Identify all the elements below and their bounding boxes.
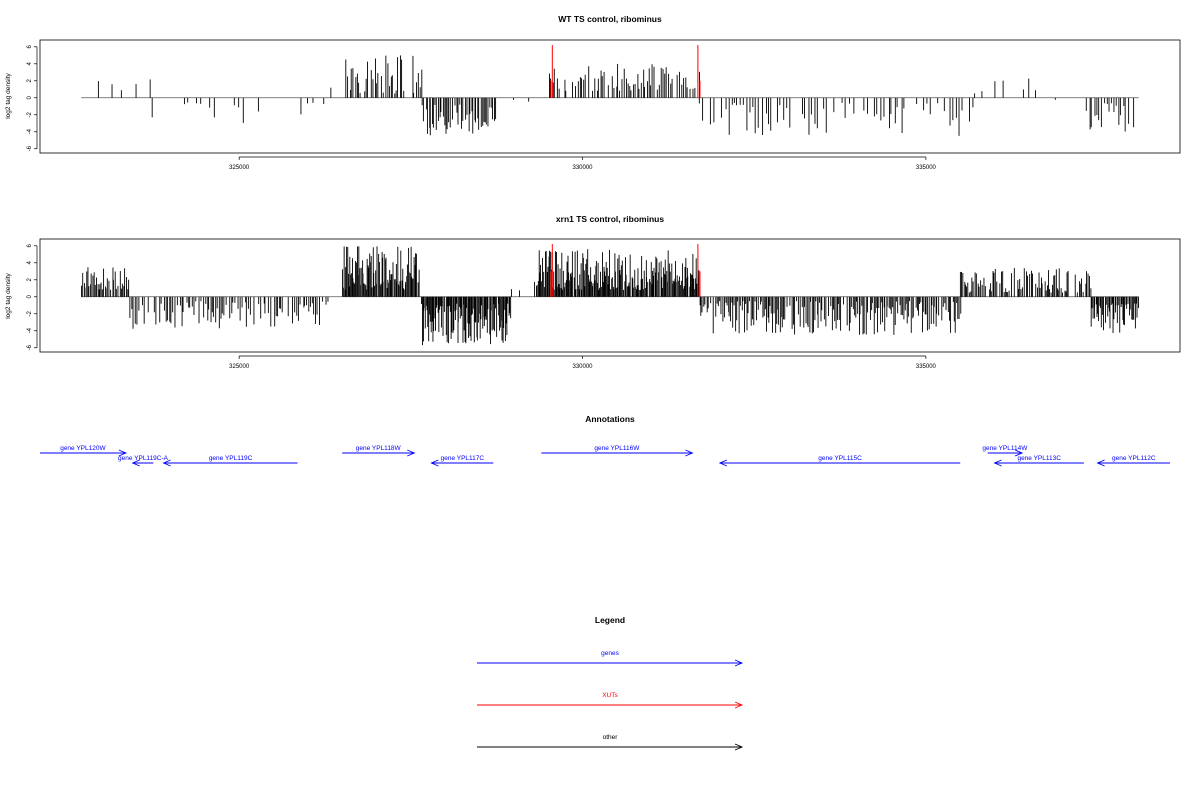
gene-label: gene YPL119C <box>209 455 253 462</box>
gene-arrow-head <box>1014 449 1024 457</box>
legend-entry-label: genes <box>601 650 619 657</box>
y-tick-label: -6 <box>27 145 33 151</box>
y-tick-label: 0 <box>27 294 33 298</box>
y-tick-label: -4 <box>27 327 33 333</box>
wt-plot-frame <box>39 39 1181 154</box>
gene-arrow-head <box>162 459 171 467</box>
xrn1-y-axis: -6 -4 -2 0 2 4 6 <box>27 243 38 350</box>
xrn1-y-axis-label: log2 tag density <box>5 272 12 318</box>
x-tick-label: 335000 <box>916 364 937 370</box>
y-tick-label: -2 <box>27 310 33 316</box>
xrn1-x-axis: 325000 330000 335000 <box>229 355 937 370</box>
y-tick-label: 2 <box>27 277 33 281</box>
wt-x-axis: 325000 330000 335000 <box>229 156 937 171</box>
gene-label: gene YPL113C <box>1017 455 1061 462</box>
legend-entry-label: other <box>603 734 619 741</box>
gene-label: gene YPL119C-A <box>118 455 169 462</box>
wt-panel-title: WT TS control, ribominus <box>558 14 662 24</box>
x-tick-label: 325000 <box>229 165 250 171</box>
y-tick-label: 6 <box>27 243 33 247</box>
legend-entry-label: XUTs <box>602 692 618 699</box>
legend-entry-arrow-head <box>734 659 744 667</box>
y-tick-label: 4 <box>27 260 33 264</box>
y-tick-label: 0 <box>27 95 33 99</box>
gene-arrow-head <box>718 459 728 467</box>
x-tick-label: 325000 <box>229 364 250 370</box>
x-tick-label: 330000 <box>573 364 594 370</box>
gene-arrow-head <box>131 459 140 467</box>
gene-arrows: gene YPL120W gene YPL119C-A gene YPL119C ge… <box>40 445 1170 467</box>
xrn1-plot-frame <box>39 238 1181 353</box>
gene-arrow-head <box>685 449 694 457</box>
x-tick-label: 335000 <box>916 165 937 171</box>
legend-title: Legend <box>595 615 625 625</box>
gene-label: gene YPL120W <box>60 445 106 452</box>
y-tick-label: -4 <box>27 128 33 134</box>
gene-arrow-head <box>118 449 127 457</box>
y-tick-label: 2 <box>27 78 33 82</box>
xrn1-panel-title: xrn1 TS control, ribominus <box>556 214 664 224</box>
y-tick-label: -2 <box>27 111 33 117</box>
gene-label: gene YPL115C <box>818 455 862 462</box>
xrn1-coverage-panel: xrn1 TS control, ribominus log2 tag dens… <box>5 214 1181 370</box>
legend-entries: genes XUTs other <box>477 650 744 751</box>
y-tick-label: 6 <box>27 44 33 48</box>
wt-highlights <box>550 45 701 98</box>
gene-label: gene YPL114W <box>982 445 1028 452</box>
gene-label: gene YPL116W <box>594 445 640 452</box>
gene-arrow-head <box>1096 459 1105 467</box>
wt-y-axis-label: log2 tag density <box>5 72 12 118</box>
gene-arrow-head <box>430 459 439 467</box>
y-tick-label: 4 <box>27 61 33 65</box>
xrn1-highlights <box>550 244 701 297</box>
gene-label: gene YPL118W <box>356 445 402 452</box>
wt-bars <box>81 55 1139 136</box>
y-tick-label: -6 <box>27 344 33 350</box>
legend-entry-arrow-head <box>734 743 744 751</box>
gene-arrow-head <box>993 459 1002 467</box>
annotations-title: Annotations <box>585 414 635 424</box>
legend-entry-arrow-head <box>734 701 744 709</box>
xrn1-bars <box>80 246 1140 346</box>
x-tick-label: 330000 <box>573 165 594 171</box>
wt-coverage-panel: WT TS control, ribominus log2 tag densit… <box>5 14 1181 171</box>
gene-arrow-head <box>407 449 416 457</box>
gene-label: gene YPL112C <box>1112 455 1156 462</box>
legend: Legend genes XUTs other <box>477 615 744 751</box>
wt-y-axis: -6 -4 -2 0 2 4 6 <box>27 44 38 151</box>
gene-label: gene YPL117C <box>441 455 485 462</box>
